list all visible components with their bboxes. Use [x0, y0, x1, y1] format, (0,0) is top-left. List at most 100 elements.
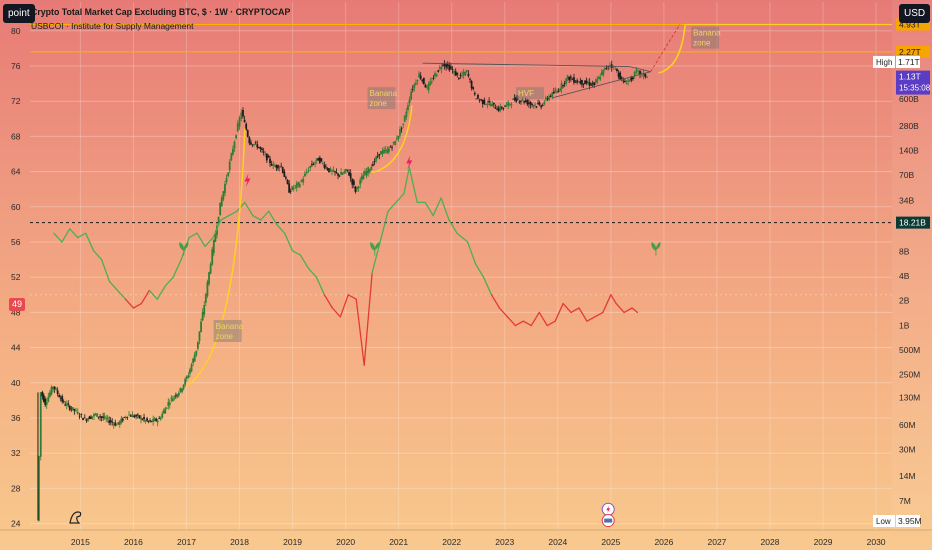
price-candle — [278, 167, 281, 168]
price-candle — [632, 77, 634, 79]
indicator-segment — [363, 272, 373, 366]
price-candle — [179, 387, 182, 392]
price-candle — [146, 418, 148, 421]
price-candle — [426, 87, 428, 88]
price-candle — [596, 78, 599, 83]
price-candle — [91, 416, 94, 418]
indicator-segment — [339, 294, 349, 318]
price-candle — [405, 111, 408, 117]
indicator-segment — [432, 197, 442, 217]
price-candle — [605, 67, 608, 69]
price-candle — [323, 164, 326, 168]
price-candle — [292, 187, 295, 189]
price-candle — [97, 416, 100, 418]
price-candle — [50, 387, 53, 395]
price-candle — [383, 149, 385, 153]
annotation-label: Banana — [693, 29, 721, 38]
price-candle — [182, 384, 185, 389]
bolt-icon — [406, 155, 413, 170]
annotation: HVF — [516, 87, 545, 100]
price-candle — [167, 402, 170, 407]
right-axis-tick: 70B — [899, 170, 914, 180]
price-candle — [93, 414, 95, 417]
symbol-button[interactable]: point — [3, 4, 35, 23]
price-candle — [446, 63, 449, 67]
price-candle — [619, 72, 622, 80]
indicator-segment — [188, 232, 198, 239]
price-candle — [196, 341, 199, 349]
price-candle — [386, 149, 389, 153]
time-axis-tick: 2018 — [230, 537, 249, 547]
price-candle — [335, 172, 338, 173]
price-candle — [190, 364, 193, 372]
price-candle — [106, 417, 109, 420]
price-candle — [588, 81, 591, 86]
currency-button[interactable]: USD — [899, 4, 931, 23]
chart-title: Crypto Total Market Cap Excluding BTC, $… — [31, 7, 291, 17]
price-candle — [464, 72, 467, 76]
price-candle — [204, 294, 207, 303]
price-candle — [228, 161, 231, 171]
indicator-segment — [196, 232, 206, 248]
price-candle — [238, 117, 241, 127]
price-candle — [646, 76, 649, 78]
price-candle — [609, 65, 611, 66]
indicator-segment — [204, 236, 214, 248]
price-candle — [402, 123, 405, 125]
price-candle — [155, 418, 158, 421]
price-candle — [281, 167, 284, 173]
left-axis-tick: 48 — [11, 307, 21, 317]
price-candle — [140, 417, 142, 420]
price-label-value: 3.95M — [898, 516, 922, 526]
price-candle — [625, 83, 628, 85]
price-label-countdown: 15:35:08 — [899, 84, 931, 93]
price-candle — [343, 171, 346, 174]
price-candle — [491, 103, 494, 107]
price-candle — [181, 388, 183, 393]
price-candle — [357, 186, 360, 189]
indicator-segment — [623, 307, 633, 314]
price-candle — [546, 98, 549, 100]
price-candle — [99, 416, 101, 418]
price-candles — [37, 59, 649, 522]
grid-lines — [30, 2, 892, 530]
price-candle — [115, 424, 118, 426]
price-candle — [531, 104, 533, 105]
price-candle — [152, 418, 155, 422]
indicator-segment — [283, 232, 294, 252]
price-candle — [325, 166, 327, 168]
sprout-icon — [651, 241, 661, 256]
price-candle — [171, 398, 174, 402]
price-candle — [359, 179, 362, 185]
indicator-segment — [124, 298, 135, 309]
price-candle — [53, 386, 56, 390]
price-candle — [269, 158, 271, 164]
price-candle — [156, 420, 159, 423]
price-candle — [565, 78, 568, 84]
price-candle — [367, 167, 370, 173]
indicator-segment — [466, 241, 477, 265]
indicator-segment — [506, 316, 517, 327]
banana-curve — [658, 24, 686, 74]
price-candle — [159, 418, 162, 420]
banana-curve — [371, 105, 413, 174]
price-candle — [368, 169, 371, 172]
price-candle — [75, 410, 77, 411]
indicator-segment — [299, 254, 310, 270]
left-axis: 80 76 72 68 64 60 56 52 48 44 40 36 32 28 24 — [11, 26, 21, 529]
price-candle — [502, 107, 505, 109]
price-candle — [485, 104, 487, 106]
left-axis-tick: 40 — [11, 378, 21, 388]
price-candle — [176, 394, 179, 397]
price-candle — [321, 163, 324, 165]
price-candle — [489, 104, 492, 106]
indicator-segment — [260, 210, 270, 221]
price-label: 1.13T 15:35:08 — [896, 70, 931, 95]
price-candle — [451, 69, 454, 71]
price-candle — [217, 216, 220, 223]
price-candle — [373, 161, 376, 162]
price-candle — [219, 202, 222, 216]
price-candle — [141, 419, 144, 421]
price-candle — [109, 420, 112, 423]
